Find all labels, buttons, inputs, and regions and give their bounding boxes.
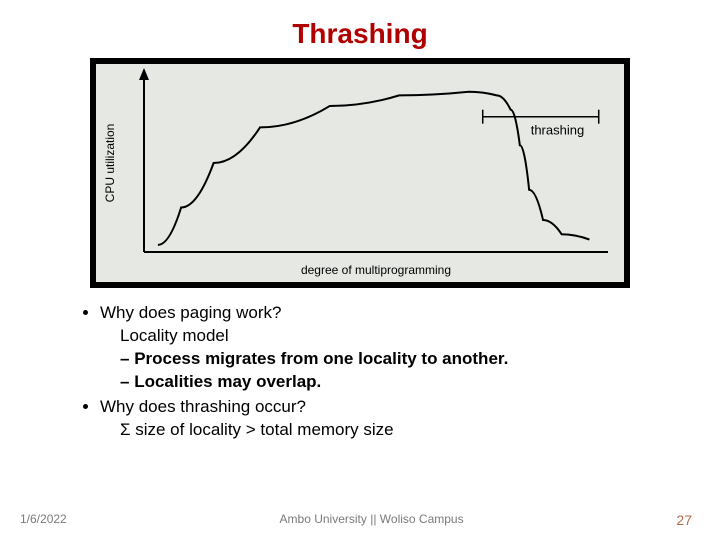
chart-frame: CPU utilization degree of multiprogrammi…	[90, 58, 630, 288]
bullet-1-dash1: Process migrates from one locality to an…	[134, 349, 508, 368]
bullet-2-sub: Σ size of locality > total memory size	[100, 420, 394, 439]
footer-date: 1/6/2022	[20, 512, 67, 528]
svg-text:thrashing: thrashing	[531, 123, 584, 138]
svg-text:CPU utilization: CPU utilization	[103, 124, 117, 203]
bullet-1-dash2: Localities may overlap.	[134, 372, 321, 391]
bullet-1: Why does paging work?	[100, 303, 281, 322]
bullet-content: Why does paging work? Locality model Pro…	[80, 302, 640, 442]
thrashing-chart: CPU utilization degree of multiprogrammi…	[96, 64, 624, 282]
footer-center: Ambo University || Woliso Campus	[280, 512, 464, 528]
slide-footer: 1/6/2022 Ambo University || Woliso Campu…	[0, 512, 720, 528]
bullet-1-sub: Locality model	[100, 326, 229, 345]
bullet-2: Why does thrashing occur?	[100, 397, 306, 416]
slide-title: Thrashing	[0, 0, 720, 58]
svg-text:degree of multiprogramming: degree of multiprogramming	[301, 263, 451, 277]
footer-page: 27	[676, 512, 692, 528]
